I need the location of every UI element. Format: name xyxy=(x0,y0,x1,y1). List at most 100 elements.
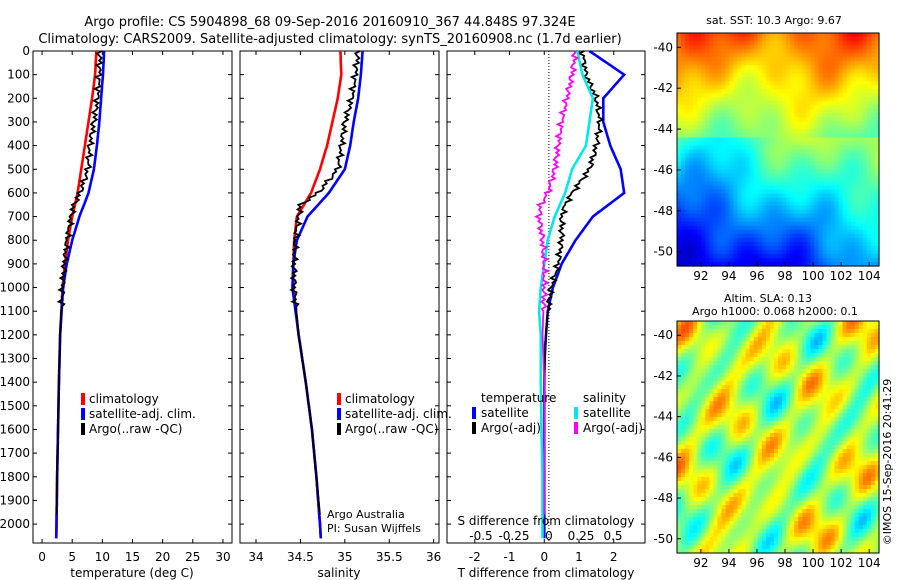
heatmap-cell xyxy=(826,325,832,330)
heatmap-cell xyxy=(773,329,779,334)
heatmap-cell xyxy=(806,393,811,398)
heatmap-cell xyxy=(846,357,852,362)
heatmap-cell xyxy=(741,417,747,422)
heatmap-cell xyxy=(773,405,779,410)
heatmap-cell xyxy=(778,389,783,394)
heatmap-cell xyxy=(866,125,872,131)
heatmap-cell xyxy=(737,205,743,211)
heatmap-cell xyxy=(677,249,682,255)
heatmap-cell xyxy=(838,57,844,62)
heatmap-cell xyxy=(737,401,743,406)
heatmap-cell xyxy=(818,249,824,255)
heatmap-cell xyxy=(838,449,844,454)
heatmap-cell xyxy=(729,69,735,74)
heatmap-cell xyxy=(786,173,791,179)
heatmap-cell xyxy=(866,345,872,350)
heatmap-cell xyxy=(862,129,868,135)
heatmap-cell xyxy=(842,429,848,434)
heatmap-cell xyxy=(725,409,731,414)
heatmap-cell xyxy=(689,385,694,390)
heatmap-cell xyxy=(870,461,876,466)
heatmap-cell xyxy=(745,441,751,446)
heatmap-cell xyxy=(858,449,864,454)
heatmap-cell xyxy=(701,365,706,370)
heatmap-cell xyxy=(850,457,856,462)
heatmap-cell xyxy=(850,57,856,62)
heatmap-cell xyxy=(790,189,795,195)
heatmap-cell xyxy=(681,161,686,167)
heatmap-cell xyxy=(818,449,824,454)
heatmap-cell xyxy=(850,221,856,227)
heatmap-cell xyxy=(701,213,706,219)
heatmap-cell xyxy=(713,41,718,46)
heatmap-cell xyxy=(769,125,775,131)
heatmap-cell xyxy=(806,221,811,227)
heatmap-cell xyxy=(749,37,755,42)
heatmap-cell xyxy=(761,445,767,450)
heatmap-cell xyxy=(858,389,864,394)
heatmap-cell xyxy=(874,457,880,462)
heatmap-cell xyxy=(697,461,702,466)
heatmap-cell xyxy=(854,149,860,155)
heatmap-cell xyxy=(838,89,844,94)
heatmap-cell xyxy=(850,181,856,187)
heatmap-cell xyxy=(854,37,860,42)
heatmap-cell xyxy=(765,429,771,434)
heatmap-cell xyxy=(713,393,718,398)
heatmap-cell xyxy=(677,125,682,131)
heatmap-cell xyxy=(749,61,755,66)
heatmap-cell xyxy=(782,97,787,102)
heatmap-cell xyxy=(745,93,751,98)
heatmap-cell xyxy=(765,173,771,179)
heatmap-cell xyxy=(794,49,799,54)
heatmap-cell xyxy=(765,149,771,155)
heatmap-cell xyxy=(830,357,836,362)
series-line-satellite-adj-clim- xyxy=(291,50,364,539)
x-tick-label: -1 xyxy=(504,550,516,564)
heatmap-cell xyxy=(721,65,727,70)
heatmap-cell xyxy=(778,361,783,366)
heatmap-cell xyxy=(677,221,682,227)
heatmap-cell xyxy=(814,57,819,62)
heatmap-cell xyxy=(814,133,819,139)
heatmap-cell xyxy=(778,193,783,199)
heatmap-cell xyxy=(697,401,702,406)
heatmap-cell xyxy=(782,353,787,358)
heatmap-cell xyxy=(822,361,828,366)
heatmap-cell xyxy=(858,397,864,402)
heatmap-cell xyxy=(677,89,682,94)
heatmap-cell xyxy=(838,365,844,370)
heatmap-cell xyxy=(794,413,799,418)
heatmap-cell xyxy=(773,157,779,163)
heatmap-cell xyxy=(782,373,787,378)
heatmap-cell xyxy=(858,261,864,267)
heatmap-cell xyxy=(814,141,819,147)
heatmap-cell xyxy=(717,129,723,135)
heatmap-cell xyxy=(677,381,682,386)
heatmap-cell xyxy=(866,105,872,110)
heatmap-cell xyxy=(725,401,731,406)
heatmap-cell xyxy=(798,409,803,414)
heatmap-cell xyxy=(677,389,682,394)
heatmap-cell xyxy=(709,397,714,402)
heatmap-cell xyxy=(798,377,803,382)
heatmap-cell xyxy=(745,353,751,358)
heatmap-cell xyxy=(866,405,872,410)
heatmap-cell xyxy=(866,241,872,247)
heatmap-cell xyxy=(830,117,836,122)
heatmap-cell xyxy=(713,197,718,203)
heatmap-cell xyxy=(745,369,751,374)
heatmap-cell xyxy=(725,441,731,446)
heatmap-cell xyxy=(798,325,803,330)
heatmap-cell xyxy=(741,441,747,446)
heatmap-cell xyxy=(810,181,815,187)
heatmap-cell xyxy=(713,325,718,330)
heatmap-cell xyxy=(822,105,828,110)
heatmap-cell xyxy=(753,69,759,74)
heatmap-cell xyxy=(778,149,783,155)
heatmap-cell xyxy=(709,461,714,466)
heatmap-cell xyxy=(794,249,799,255)
heatmap-cell xyxy=(798,397,803,402)
heatmap-cell xyxy=(721,101,727,106)
heatmap-cell xyxy=(778,329,783,334)
